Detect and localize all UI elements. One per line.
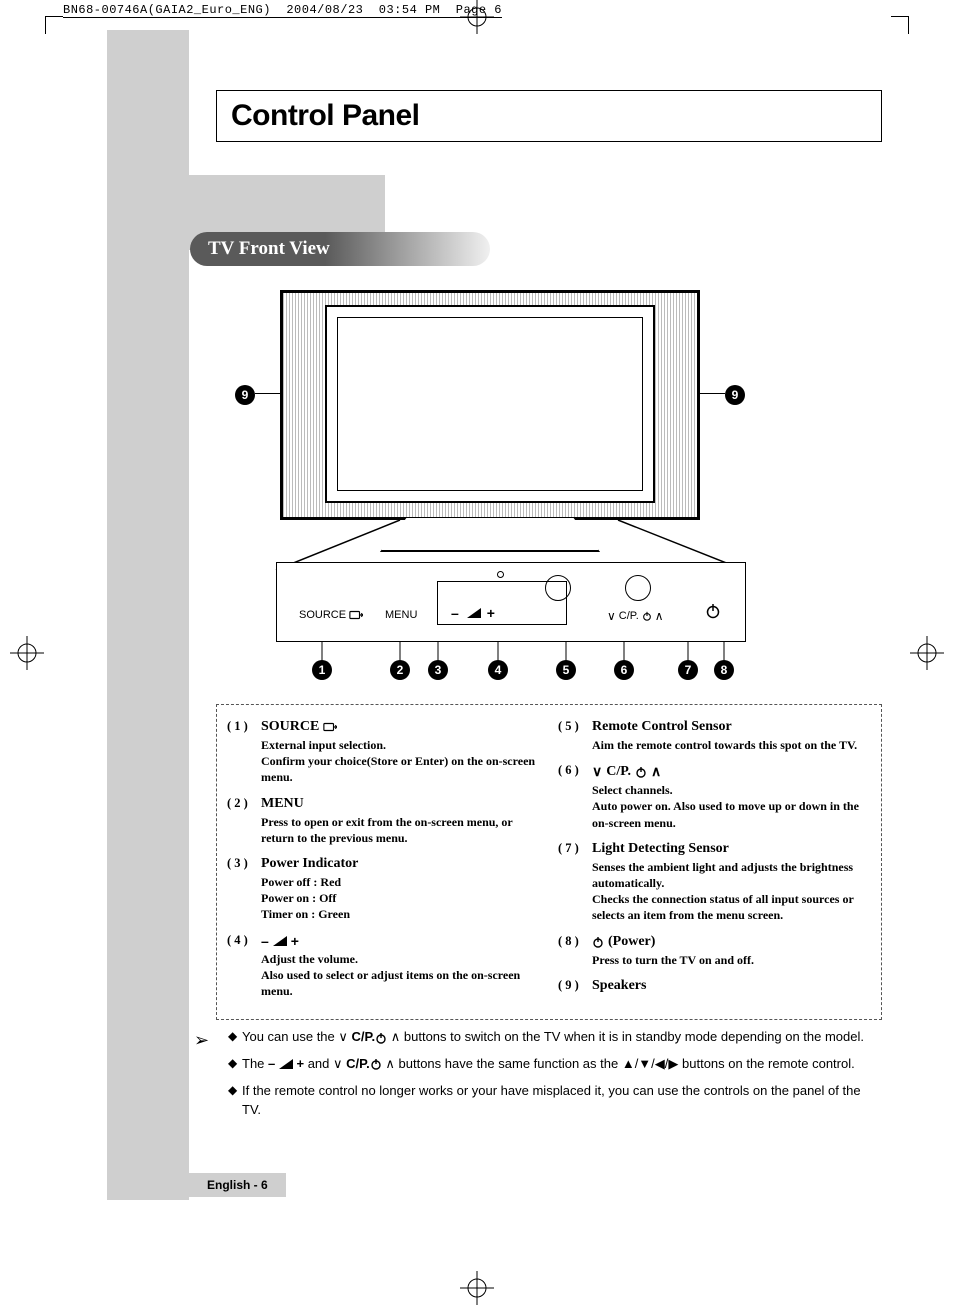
item-text: Aim the remote control towards this spot… — [592, 737, 857, 753]
diamond-bullet-icon: ◆ — [228, 1082, 242, 1120]
item-number: ( 8 ) — [558, 934, 592, 968]
description-column-right: ( 5 )Remote Control Sensor Aim the remote… — [558, 719, 871, 1009]
source-icon — [349, 609, 363, 621]
item-head: MENU — [261, 796, 540, 812]
diamond-bullet-icon: ◆ — [228, 1055, 242, 1074]
item-number: ( 4 ) — [227, 933, 261, 1000]
volume-icon — [279, 1058, 293, 1070]
source-label: SOURCE — [299, 609, 363, 621]
callout-bubble: 8 — [714, 660, 734, 680]
section-title: Control Panel — [231, 99, 867, 133]
page-footer: English - 6 — [189, 1173, 286, 1197]
sensor-circle — [545, 575, 571, 601]
item-number: ( 5 ) — [558, 719, 592, 753]
volume-icon — [273, 935, 287, 947]
section-title-box: Control Panel — [216, 90, 882, 142]
item-text: Senses the ambient light and adjusts the… — [592, 859, 871, 924]
source-icon — [323, 721, 337, 733]
note-arrow-icon: ➢ — [194, 1030, 209, 1051]
power-icon — [375, 1032, 387, 1044]
callout-bubble-row: 12345678 — [276, 660, 746, 684]
volume-icon — [467, 607, 481, 619]
description-item: ( 8 ) (Power) Press to turn the TV on and… — [558, 934, 871, 968]
item-text: Press to turn the TV on and off. — [592, 952, 754, 968]
callout-bubble: 2 — [390, 660, 410, 680]
callout-line — [697, 393, 725, 394]
power-icon — [642, 611, 652, 621]
item-text: Select channels.Auto power on. Also used… — [592, 782, 871, 831]
item-head: ∨ C/P. ∧ — [592, 763, 871, 780]
callout-bubble: 1 — [312, 660, 332, 680]
item-number: ( 7 ) — [558, 841, 592, 924]
item-head: Power Indicator — [261, 856, 358, 872]
file-header: BN68-00746A(GAIA2_Euro_ENG) 2004/08/23 0… — [63, 3, 502, 17]
item-head: Remote Control Sensor — [592, 719, 857, 735]
item-number: ( 1 ) — [227, 719, 261, 786]
callout-bubble: 9 — [235, 385, 255, 405]
item-head: Light Detecting Sensor — [592, 841, 871, 857]
callout-line — [255, 393, 283, 394]
registration-mark-icon — [460, 0, 494, 34]
tv-body: 9 9 — [280, 290, 700, 520]
description-item: ( 2 )MENU Press to open or exit from the … — [227, 796, 540, 846]
note-item: ◆If the remote control no longer works o… — [228, 1082, 882, 1120]
description-item: ( 9 )Speakers — [558, 978, 871, 996]
item-number: ( 6 ) — [558, 763, 592, 831]
power-icon — [370, 1058, 382, 1070]
volume-label: – + — [451, 605, 497, 621]
registration-mark-icon — [10, 636, 44, 670]
callout-bubble: 7 — [678, 660, 698, 680]
tv-diagram: 9 9 — [270, 290, 710, 552]
item-head: (Power) — [592, 934, 754, 950]
description-item: ( 1 )SOURCE External input selection.Con… — [227, 719, 540, 786]
subsection-title: TV Front View — [190, 232, 490, 266]
tv-screen — [325, 305, 655, 503]
item-head: – + — [261, 933, 540, 949]
item-number: ( 9 ) — [558, 978, 592, 996]
item-text: Power off : RedPower on : OffTimer on : … — [261, 874, 358, 923]
power-icon — [635, 766, 647, 778]
item-head: SOURCE — [261, 719, 540, 735]
callout-bubble: 5 — [556, 660, 576, 680]
note-item: ◆You can use the ∨ C/P. ∧ buttons to swi… — [228, 1028, 882, 1047]
power-button-icon — [705, 603, 721, 624]
description-column-left: ( 1 )SOURCE External input selection.Con… — [227, 719, 540, 1009]
note-text: If the remote control no longer works or… — [242, 1082, 882, 1120]
item-text: Adjust the volume.Also used to select or… — [261, 951, 540, 1000]
power-icon — [592, 936, 604, 948]
description-item: ( 4 )– + Adjust the volume.Also used to s… — [227, 933, 540, 1000]
channel-label: ∨ C/P. ∧ — [607, 609, 664, 623]
item-head: Speakers — [592, 978, 646, 994]
description-box: ( 1 )SOURCE External input selection.Con… — [216, 704, 882, 1020]
crop-mark — [891, 16, 909, 34]
item-text: Press to open or exit from the on-screen… — [261, 814, 540, 846]
item-number: ( 2 ) — [227, 796, 261, 846]
menu-label: MENU — [385, 609, 417, 621]
description-item: ( 5 )Remote Control Sensor Aim the remote… — [558, 719, 871, 753]
registration-mark-icon — [910, 636, 944, 670]
notes-section: ➢ ◆You can use the ∨ C/P. ∧ buttons to s… — [194, 1028, 882, 1127]
note-item: ◆The – + and ∨ C/P. ∧ buttons have the s… — [228, 1055, 882, 1074]
item-text: External input selection.Confirm your ch… — [261, 737, 540, 786]
callout-bubble: 9 — [725, 385, 745, 405]
control-panel-diagram: SOURCE MENU – + ∨ C/P. ∧ — [276, 562, 746, 642]
crop-mark — [45, 16, 63, 34]
power-indicator-led — [497, 571, 504, 578]
description-item: ( 7 )Light Detecting Sensor Senses the am… — [558, 841, 871, 924]
note-text: The – + and ∨ C/P. ∧ buttons have the sa… — [242, 1055, 855, 1074]
item-number: ( 3 ) — [227, 856, 261, 923]
description-item: ( 6 )∨ C/P. ∧ Select channels.Auto power … — [558, 763, 871, 831]
callout-bubble: 3 — [428, 660, 448, 680]
registration-mark-icon — [460, 1271, 494, 1305]
note-text: You can use the ∨ C/P. ∧ buttons to swit… — [242, 1028, 864, 1047]
description-item: ( 3 )Power Indicator Power off : RedPower… — [227, 856, 540, 923]
callout-bubble: 4 — [488, 660, 508, 680]
diamond-bullet-icon: ◆ — [228, 1028, 242, 1047]
sensor-circle — [625, 575, 651, 601]
callout-bubble: 6 — [614, 660, 634, 680]
